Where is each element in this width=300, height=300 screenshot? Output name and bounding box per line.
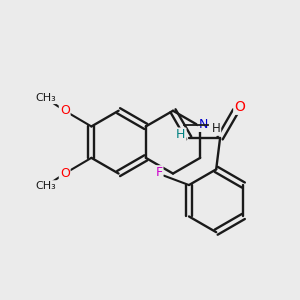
- Text: H: H: [176, 128, 185, 142]
- Text: CH₃: CH₃: [35, 181, 56, 191]
- Text: F: F: [155, 166, 163, 179]
- Text: O: O: [234, 100, 245, 114]
- Text: N: N: [198, 118, 208, 131]
- Text: O: O: [60, 104, 70, 117]
- Text: O: O: [60, 167, 70, 180]
- Text: CH₃: CH₃: [35, 93, 56, 103]
- Text: H: H: [212, 122, 220, 135]
